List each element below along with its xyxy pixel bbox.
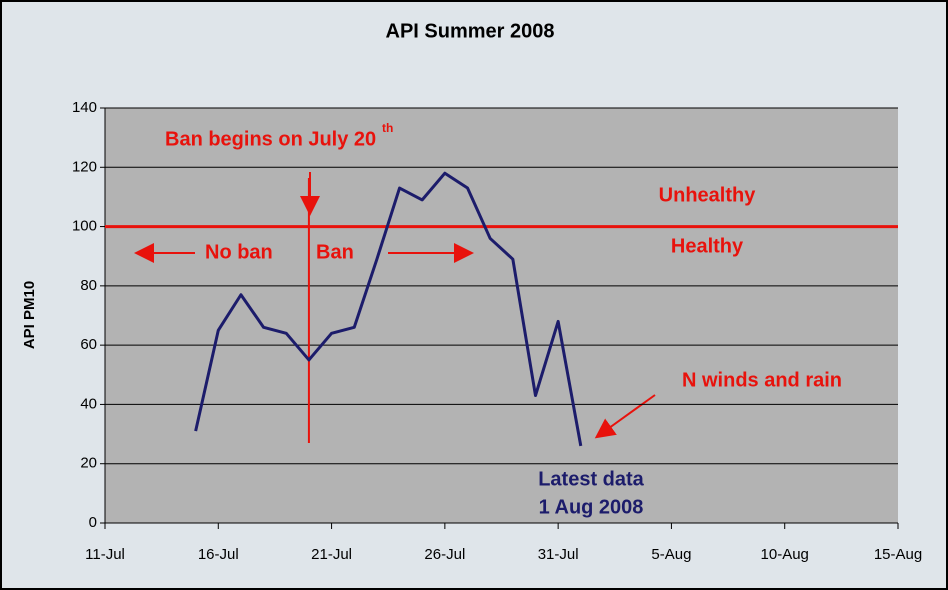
x-tick-label: 21-Jul [311,546,352,563]
y-axis-label: API PM10 [21,281,38,349]
x-tick-label: 16-Jul [198,546,239,563]
y-tick-label: 60 [80,336,97,353]
x-tick-label: 11-Jul [85,546,125,563]
y-tick-label: 20 [80,455,97,472]
annotation: Latest data [538,468,644,490]
y-tick-label: 140 [72,99,97,116]
annotation: N winds and rain [682,369,842,391]
annotation: Healthy [671,235,744,257]
y-tick-label: 0 [89,514,97,531]
arrows [134,172,656,439]
plot-area [105,108,898,523]
data-line [194,171,583,447]
x-tick-label: 15-Aug [874,546,922,563]
x-tick-label: 5-Aug [651,546,691,563]
annotation: Unhealthy [659,184,757,206]
x-tick-label: 31-Jul [538,546,579,563]
annotation: No ban [205,241,273,263]
x-tick-label: 26-Jul [424,546,465,563]
annotation: Ban [316,241,354,263]
annotation: 1 Aug 2008 [539,496,644,518]
y-tick-label: 120 [72,158,97,175]
y-tick-label: 80 [80,277,97,294]
chart-title: API Summer 2008 [386,20,555,42]
y-tick-label: 40 [80,395,97,412]
y-tick-label: 100 [72,218,97,235]
annotation: th [382,121,393,135]
annotation: Ban begins on July 20 [165,128,376,150]
x-tick-label: 10-Aug [761,546,809,563]
